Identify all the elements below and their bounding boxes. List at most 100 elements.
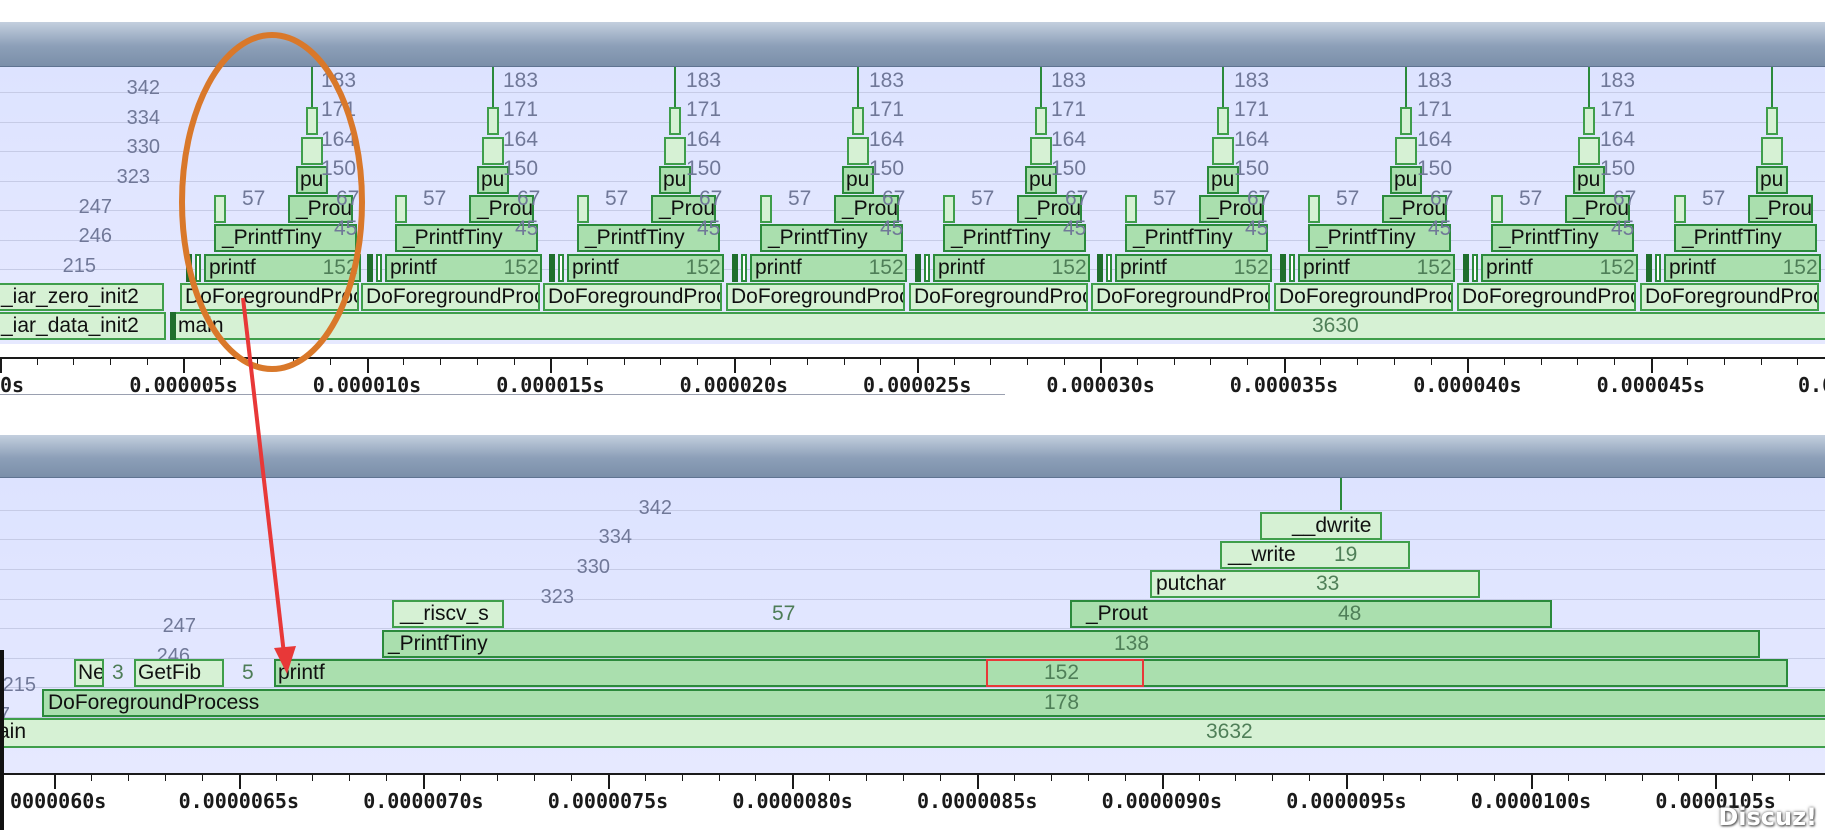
printftiny-block[interactable]: _PrintfTiny 138 [382,630,1760,658]
prout-block[interactable]: _Prout [834,195,899,223]
putchar-block[interactable]: pu [1756,166,1788,194]
block-label: _Prout [1756,197,1813,220]
write-block[interactable] [482,137,504,165]
prout-block[interactable]: _Prout [1748,195,1813,223]
dwrite-block[interactable]: __dwrite [1260,512,1382,540]
prout-block[interactable]: _Prout [1017,195,1082,223]
riscv-marker [760,195,772,223]
doforegroundprocess-block[interactable]: DoForegroundProcess [543,283,722,311]
putchar-block[interactable]: pu [1573,166,1605,194]
block-value: 152 [322,256,358,279]
block-label: pu [1029,168,1053,191]
printftiny-block[interactable]: _PrintfTiny [1308,224,1451,252]
printftiny-block[interactable]: _PrintfTiny [577,224,720,252]
block-value: 152 [1233,256,1269,279]
dwrite-block[interactable] [306,107,318,135]
doforegroundprocess-block[interactable]: DoForegroundProcess [1091,283,1270,311]
printf-block[interactable]: printf 152 [385,254,542,282]
bottom-call-graph[interactable]: 342 334 330 323 247 246 215 7 __dwrite _… [0,478,1825,773]
getfib-block[interactable]: GetFib [134,659,224,687]
printftiny-block[interactable]: _PrintfTiny [1125,224,1268,252]
write-block[interactable] [847,137,869,165]
write-block[interactable] [1030,137,1052,165]
printftiny-block[interactable]: _PrintfTiny [395,224,538,252]
putchar-block[interactable]: pu [477,166,509,194]
level-number: 57 [605,187,629,210]
dwrite-block[interactable] [852,107,864,135]
dwrite-block[interactable] [487,107,499,135]
doforegroundprocess-block[interactable]: DoForegroundProcess [909,283,1088,311]
putchar-block[interactable]: pu [1025,166,1057,194]
doforegroundprocess-block[interactable]: DoForegroundProcess [1274,283,1453,311]
axis-minor-tick [1613,359,1615,365]
axis-tick-label: 0.0000095s [1286,789,1407,813]
putchar-block[interactable]: pu [1390,166,1422,194]
printf-block[interactable]: printf 152 [933,254,1090,282]
top-call-graph[interactable]: 342 334 330 323 247 246 215 _iar_zero_in… [0,67,1825,344]
write-block[interactable]: __write 19 [1220,541,1410,569]
printftiny-block[interactable]: _PrintfTiny [943,224,1086,252]
printf-block[interactable]: printf 152 [750,254,907,282]
dwrite-block[interactable] [1217,107,1229,135]
printftiny-block[interactable]: _PrintfTiny [1491,224,1634,252]
printf-block[interactable]: printf 152 [1481,254,1638,282]
main-block[interactable]: ain 3632 [0,718,1825,748]
axis-tick-label: 0.000040s [1413,373,1522,395]
dwrite-block[interactable] [1400,107,1412,135]
dwrite-block[interactable] [1766,107,1778,135]
dwrite-block[interactable] [1583,107,1595,135]
printf-block[interactable]: printf 152 [1115,254,1272,282]
doforegroundprocess-block[interactable]: DoForegroundProcess [180,283,359,311]
axis-minor-tick [755,775,757,781]
axis-minor-tick [256,359,258,365]
prout-block[interactable]: _Prout [1199,195,1264,223]
putchar-block[interactable]: pu [842,166,874,194]
printf-block[interactable]: printf 152 [204,254,361,282]
top-time-axis: 0s 0.000005s 0.000010s 0.000015s 0.000020s 0.… [0,357,1825,395]
doforegroundprocess-block[interactable]: DoForegroundProcess [361,283,540,311]
printftiny-block[interactable]: _PrintfTiny [214,224,357,252]
main-block[interactable]: main 3630 [170,312,1825,340]
putchar-block[interactable]: putchar 33 [1150,570,1480,598]
level-number: 45 [1611,217,1635,240]
dwrite-block[interactable] [1035,107,1047,135]
printf-block[interactable]: printf 152 [1298,254,1455,282]
doforegroundprocess-block[interactable]: DoForegroundProcess [726,283,905,311]
putchar-block[interactable]: pu [659,166,691,194]
axis-tick [607,775,610,789]
block-value: 152 [1416,256,1452,279]
putchar-block[interactable]: pu [1207,166,1239,194]
printf-block[interactable]: printf 152 [567,254,724,282]
prout-block[interactable]: _Prout 48 [1070,600,1552,628]
leaf-line [311,67,313,107]
write-block[interactable] [1212,137,1234,165]
ne-block[interactable]: Ne [74,659,104,687]
block-label: DoForegroundProcess [185,285,357,308]
write-block[interactable] [1578,137,1600,165]
iar-data-init-block[interactable]: _iar_data_init2 [0,312,166,340]
prout-block[interactable]: _Prout [1565,195,1630,223]
printftiny-block[interactable]: _PrintfTiny [1674,224,1817,252]
doforegroundprocess-block[interactable]: DoForegroundProcess [1640,283,1819,311]
leaf-line [1222,67,1224,107]
prout-block[interactable]: _Prout [469,195,534,223]
axis-tick-label: 0.0000065s [178,789,300,813]
doforegroundprocess-block[interactable]: DoForegroundProcess 178 [42,689,1825,717]
axis-minor-tick [476,359,478,365]
dwrite-block[interactable] [669,107,681,135]
prout-block[interactable]: _Prout [288,195,353,223]
axis-tick [1650,359,1653,373]
putchar-block[interactable]: pu [296,166,328,194]
write-block[interactable] [664,137,686,165]
doforegroundprocess-block[interactable]: DoForegroundProcess [1457,283,1636,311]
level-number: 57 [242,187,266,210]
printftiny-block[interactable]: _PrintfTiny [760,224,903,252]
write-block[interactable] [1395,137,1417,165]
riscv-block[interactable]: __riscv_s [392,600,504,628]
write-block[interactable] [301,137,323,165]
prout-block[interactable]: _Prout [1382,195,1447,223]
prout-block[interactable]: _Prout [651,195,716,223]
write-block[interactable] [1761,137,1783,165]
printf-block[interactable]: printf 152 [1664,254,1821,282]
iar-zero-init-block[interactable]: _iar_zero_init2 [0,283,164,311]
